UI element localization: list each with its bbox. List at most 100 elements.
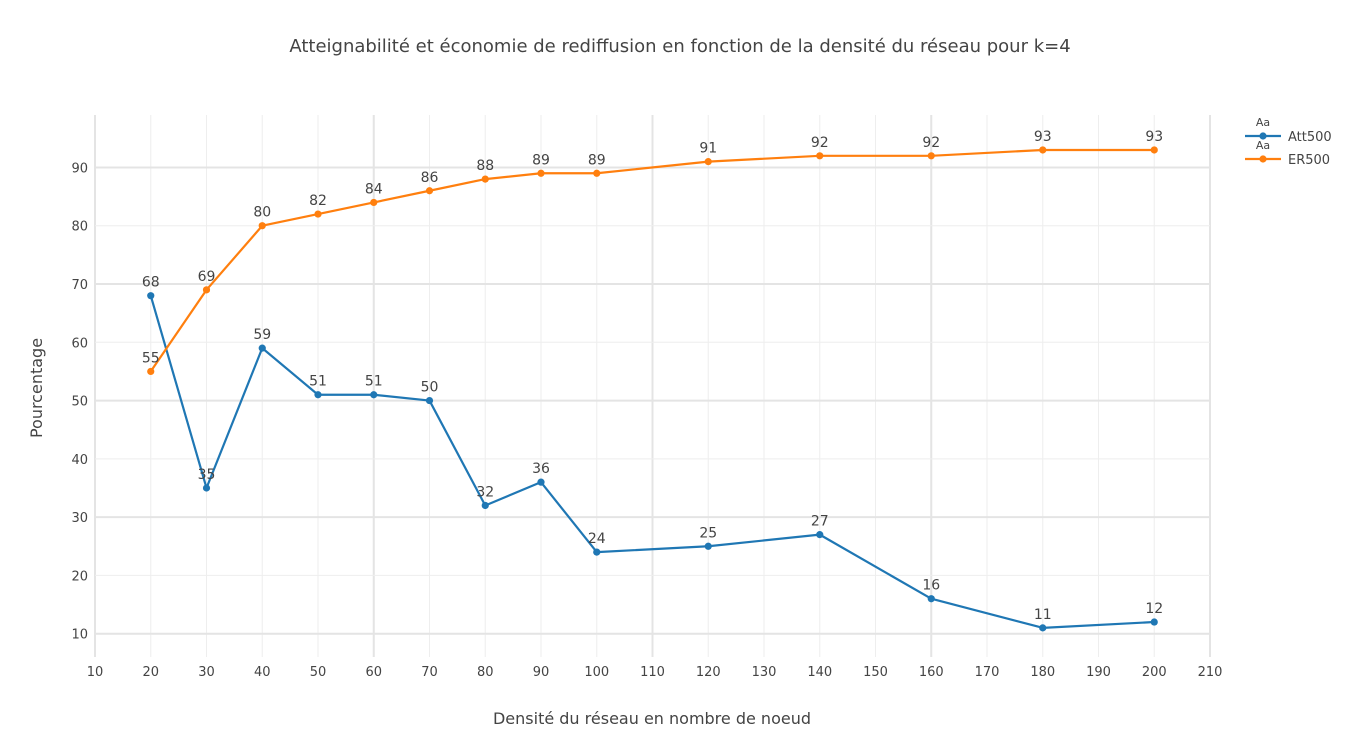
- data-label: 92: [811, 135, 829, 151]
- x-tick-label: 50: [310, 665, 327, 680]
- data-label: 36: [532, 461, 550, 477]
- legend-marker: [1259, 132, 1267, 140]
- data-point: [593, 548, 601, 556]
- data-point: [816, 152, 824, 160]
- y-axis-ticks: 10 20 30 40 50 60 70 80 90: [71, 161, 88, 642]
- data-point: [258, 222, 266, 230]
- x-tick-label: 160: [919, 665, 944, 680]
- data-label: 50: [421, 380, 439, 396]
- data-label: 69: [198, 269, 216, 285]
- y-tick-label: 80: [71, 220, 88, 235]
- y-tick-label: 40: [71, 453, 88, 468]
- data-label: 35: [198, 467, 216, 483]
- data-label: 84: [365, 181, 383, 197]
- y-tick-label: 20: [71, 569, 88, 584]
- data-label: 93: [1034, 129, 1052, 145]
- y-tick-label: 50: [71, 395, 88, 410]
- data-point: [1039, 146, 1047, 154]
- x-tick-label: 200: [1142, 665, 1167, 680]
- data-label: 89: [532, 152, 550, 168]
- legend-item-label: ER500: [1288, 153, 1330, 168]
- x-tick-label: 60: [365, 665, 382, 680]
- data-label: 59: [253, 327, 271, 343]
- x-axis-ticks: 10 20 30 40 50 60 70 80 90 100 110 120 130 140 150 160 1…: [87, 665, 1223, 680]
- x-tick-label: 10: [87, 665, 104, 680]
- x-tick-label: 140: [807, 665, 832, 680]
- series-line-er500: [149, 148, 1155, 373]
- legend-item-label: Att500: [1288, 130, 1332, 145]
- data-point: [258, 344, 266, 352]
- data-labels: 68 35 59 51 51 50 32 36 24 25 27 16 11 12 55 69 80 82 84 86…: [142, 129, 1163, 623]
- legend[interactable]: Aa Att500 Aa ER500: [1245, 116, 1332, 168]
- y-tick-label: 60: [71, 336, 88, 351]
- data-label: 86: [421, 170, 439, 186]
- x-tick-label: 20: [142, 665, 159, 680]
- data-point: [537, 169, 545, 177]
- x-tick-label: 150: [863, 665, 888, 680]
- legend-marker-text: Aa: [1256, 139, 1270, 152]
- data-label: 89: [588, 152, 606, 168]
- x-tick-label: 70: [421, 665, 438, 680]
- x-tick-label: 180: [1030, 665, 1055, 680]
- data-label: 93: [1145, 129, 1163, 145]
- x-tick-label: 30: [198, 665, 215, 680]
- data-label: 16: [922, 578, 940, 594]
- chart-title: Atteignabilité et économie de rediffusio…: [289, 36, 1070, 57]
- data-label: 25: [699, 525, 717, 541]
- data-point: [425, 187, 434, 195]
- x-tick-label: 190: [1086, 665, 1111, 680]
- x-tick-label: 40: [254, 665, 271, 680]
- data-point: [147, 292, 155, 300]
- data-label: 27: [811, 514, 829, 530]
- x-axis-title: Densité du réseau en nombre de noeud: [493, 709, 811, 728]
- data-point: [425, 396, 434, 405]
- y-tick-label: 30: [71, 511, 88, 526]
- legend-marker-text: Aa: [1256, 116, 1270, 129]
- data-point: [147, 367, 155, 376]
- x-tick-label: 100: [584, 665, 609, 680]
- x-tick-label: 90: [533, 665, 550, 680]
- data-point: [704, 158, 712, 166]
- x-tick-label: 120: [696, 665, 721, 680]
- series-line-att500: [149, 295, 1155, 629]
- data-label: 11: [1034, 607, 1052, 623]
- x-tick-label: 110: [640, 665, 665, 680]
- data-point: [927, 152, 935, 160]
- data-label: 68: [142, 275, 160, 291]
- y-axis-title: Pourcentage: [27, 338, 46, 438]
- y-tick-label: 90: [71, 161, 88, 176]
- x-tick-label: 170: [975, 665, 1000, 680]
- data-label: 80: [253, 205, 271, 221]
- data-label: 82: [309, 193, 327, 209]
- data-label: 91: [699, 141, 717, 157]
- data-point: [1150, 618, 1158, 626]
- data-point: [927, 595, 935, 603]
- grid: [94, 115, 1211, 657]
- legend-marker: [1259, 155, 1267, 163]
- data-point: [1150, 146, 1158, 154]
- data-point: [481, 501, 489, 510]
- data-label: 92: [922, 135, 940, 151]
- series-group: [147, 146, 1158, 632]
- data-point: [202, 286, 211, 294]
- data-point: [537, 478, 545, 486]
- data-point: [1039, 624, 1047, 632]
- data-point: [816, 531, 824, 539]
- data-point: [704, 542, 712, 550]
- x-tick-label: 80: [477, 665, 494, 680]
- y-tick-label: 70: [71, 278, 88, 293]
- data-point: [370, 198, 378, 207]
- data-point: [314, 391, 322, 399]
- data-label: 88: [476, 158, 494, 174]
- x-tick-label: 210: [1198, 665, 1223, 680]
- data-point: [202, 484, 211, 492]
- data-point: [481, 175, 489, 183]
- data-label: 32: [476, 484, 494, 500]
- x-tick-label: 130: [752, 665, 777, 680]
- data-point: [593, 169, 601, 177]
- data-label: 12: [1145, 601, 1163, 617]
- data-label: 55: [142, 350, 160, 366]
- data-point: [370, 391, 378, 399]
- data-label: 51: [365, 374, 383, 390]
